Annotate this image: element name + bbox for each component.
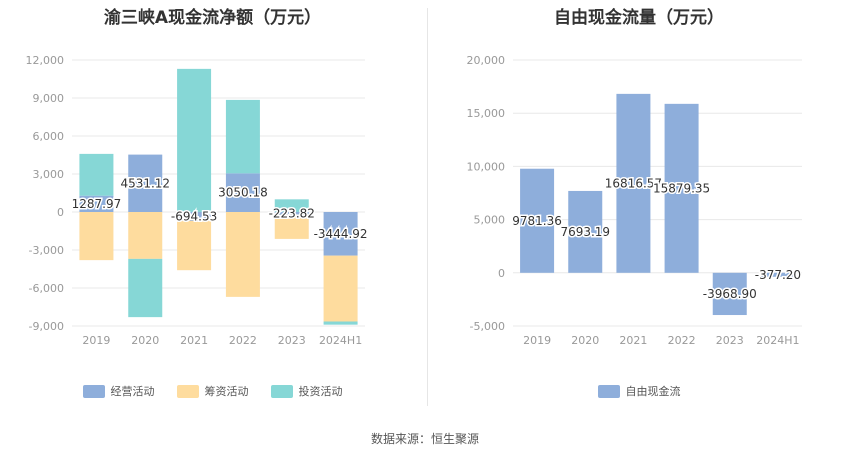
y-tick-label: 20,000 [467, 54, 506, 67]
bar-0-s2-3 [225, 99, 260, 174]
x-tick-label: 2021 [619, 334, 647, 347]
bar-0-s2-5 [323, 321, 358, 325]
data-label: 9781.36 [512, 214, 562, 228]
x-tick-label: 2019 [82, 334, 110, 347]
bar-0-s0-2 [177, 212, 212, 221]
legend-item[interactable]: 投资活动 [270, 383, 343, 399]
x-tick-label: 2020 [571, 334, 599, 347]
y-tick-label: 0 [57, 206, 64, 219]
bar-1-s0-2 [616, 93, 651, 273]
y-tick-label: -9,000 [29, 320, 64, 333]
bar-0-s1-4 [274, 214, 309, 239]
legend-label: 投资活动 [298, 385, 343, 398]
legend-swatch [597, 384, 620, 398]
legend-item[interactable]: 自由现金流 [597, 383, 681, 399]
legend-swatch [176, 384, 199, 398]
x-tick-label: 2023 [278, 334, 306, 347]
y-tick-label: -6,000 [29, 282, 64, 295]
legend-label: 筹资活动 [204, 385, 249, 398]
bar-0-s2-2 [177, 68, 212, 212]
bar-1-s0-3 [664, 103, 699, 273]
data-label: -3968.90 [703, 287, 757, 301]
y-tick-label: 9,000 [33, 92, 65, 105]
bar-0-s0-0 [79, 195, 114, 212]
y-tick-label: -5,000 [470, 320, 505, 333]
panel-divider [427, 8, 428, 406]
x-tick-label: 2022 [668, 334, 696, 347]
bar-0-s2-1 [128, 258, 163, 318]
data-label: 15879.35 [653, 181, 710, 195]
legend-label: 自由现金流 [625, 385, 681, 398]
bar-0-s1-1 [128, 212, 163, 259]
y-tick-label: 3,000 [33, 168, 65, 181]
bar-0-s2-0 [79, 153, 114, 196]
legend-swatch [270, 384, 293, 398]
data-label: 16816.57 [605, 176, 662, 190]
data-label: -377.20 [755, 268, 801, 282]
x-tick-label: 2020 [131, 334, 159, 347]
x-tick-label: 2019 [523, 334, 551, 347]
bar-1-s0-5 [760, 272, 795, 277]
x-tick-label: 2022 [229, 334, 257, 347]
legend-swatch [82, 384, 105, 398]
left-chart-title: 渝三峡A现金流净额（万元） [103, 8, 322, 28]
x-tick-label: 2024H1 [319, 334, 362, 347]
bar-0-s1-2 [177, 220, 212, 271]
y-tick-label: 12,000 [26, 54, 65, 67]
data-label: 7693.19 [560, 225, 610, 239]
data-label: 1287.97 [72, 197, 122, 211]
x-tick-label: 2024H1 [756, 334, 799, 347]
y-tick-label: 10,000 [467, 160, 506, 173]
left-chart-plot: 12,000 9,000 6,000 3,000 0 -3,000 -6,000 -9,000… [26, 54, 370, 347]
bar-0-s1-0 [79, 212, 114, 261]
bar-0-s0-1 [128, 154, 163, 212]
right-chart-legend: 自由现金流 [428, 383, 850, 399]
y-tick-label: -3,000 [29, 244, 64, 257]
x-tick-label: 2021 [180, 334, 208, 347]
data-label: -3444.92 [314, 227, 368, 241]
bar-0-s2-4 [274, 199, 309, 212]
bar-1-s0-1 [568, 190, 603, 273]
bar-0-s0-5 [323, 212, 358, 256]
right-chart-panel: 自由现金流量（万元） 20,000 15,000 10,000 5,000 0 -5,00… [428, 0, 850, 420]
right-chart-plot: 20,000 15,000 10,000 5,000 0 -5,000 9781.36769… [467, 54, 803, 347]
data-label: -694.53 [171, 209, 217, 223]
bar-0-s1-3 [225, 212, 260, 297]
data-source-note: 数据来源：恒生聚源 [370, 432, 479, 446]
y-tick-label: 5,000 [474, 214, 506, 227]
data-label: -223.82 [269, 206, 315, 220]
bar-1-s0-4 [712, 272, 747, 316]
y-tick-label: 0 [498, 267, 505, 280]
data-label: 4531.12 [120, 176, 170, 190]
y-tick-label: 15,000 [467, 107, 506, 120]
left-chart-legend: 经营活动 筹资活动 投资活动 [0, 383, 425, 399]
right-chart-title: 自由现金流量（万元） [554, 8, 724, 28]
bar-1-s0-0 [520, 168, 555, 273]
bar-0-s1-5 [323, 255, 358, 322]
x-tick-label: 2023 [716, 334, 744, 347]
legend-label: 经营活动 [110, 385, 155, 398]
bar-0-s0-3 [225, 173, 260, 212]
left-chart-panel: 渝三峡A现金流净额（万元） 12,000 9,000 6,000 3,000 0 -3,0… [0, 0, 425, 420]
legend-item[interactable]: 筹资活动 [176, 383, 249, 399]
legend-item[interactable]: 经营活动 [82, 383, 155, 399]
bar-0-s0-4 [274, 212, 309, 215]
y-tick-label: 6,000 [33, 130, 65, 143]
data-label: 3050.18 [218, 186, 268, 200]
